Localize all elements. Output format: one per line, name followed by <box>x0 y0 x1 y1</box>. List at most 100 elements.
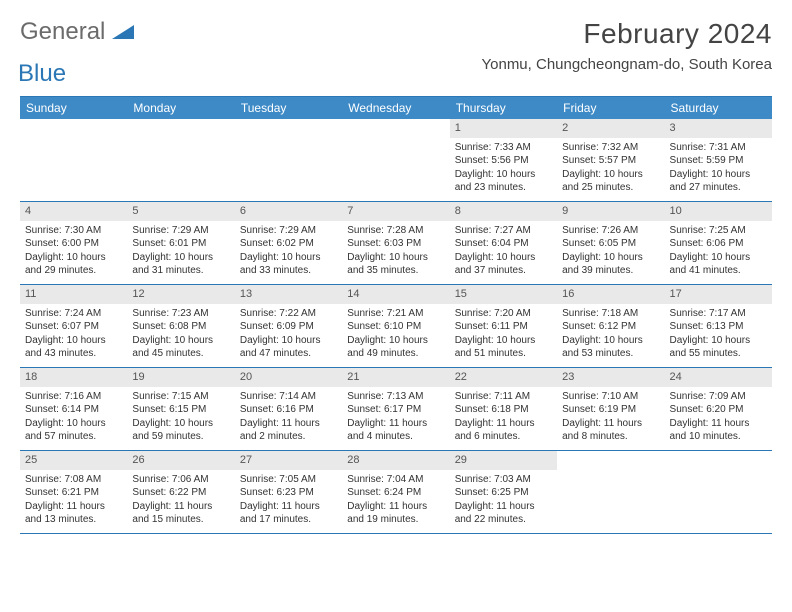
daylight-text: Daylight: 10 hours and 37 minutes. <box>455 251 552 278</box>
calendar-day: 21 Sunrise: 7:13 AMSunset: 6:17 PMDayligh… <box>342 368 449 450</box>
sunset-text: Sunset: 6:19 PM <box>562 403 659 417</box>
sunrise-text: Sunrise: 7:28 AM <box>347 224 444 238</box>
day-number: 2 <box>562 122 568 134</box>
calendar-day: 16Sunrise: 7:18 AMSunset: 6:12 PMDayligh… <box>557 285 664 367</box>
day-number: 29 <box>455 454 467 466</box>
calendar-week: 1Sunrise: 7:33 AMSunset: 5:56 PMDaylight… <box>20 119 772 202</box>
calendar-day: 4Sunrise: 7:30 AMSunset: 6:00 PMDaylight… <box>20 202 127 284</box>
sunrise-text: Sunrise: 7:16 AM <box>25 390 122 404</box>
calendar-week: 25Sunrise: 7:08 AMSunset: 6:21 PMDayligh… <box>20 451 772 534</box>
daylight-text: Daylight: 10 hours and 33 minutes. <box>240 251 337 278</box>
daylight-text: Daylight: 10 hours and 49 minutes. <box>347 334 444 361</box>
calendar-day: 2Sunrise: 7:32 AMSunset: 5:57 PMDaylight… <box>557 119 664 201</box>
sunset-text: Sunset: 6:15 PM <box>132 403 229 417</box>
sunset-text: Sunset: 5:56 PM <box>455 154 552 168</box>
calendar-day: 13Sunrise: 7:22 AMSunset: 6:09 PMDayligh… <box>235 285 342 367</box>
day-number: 8 <box>455 205 461 217</box>
daylight-text: Daylight: 10 hours and 45 minutes. <box>132 334 229 361</box>
dow-sunday: Sunday <box>20 97 127 119</box>
sunset-text: Sunset: 6:10 PM <box>347 320 444 334</box>
day-number-row: 28 <box>342 451 449 470</box>
sunset-text: Sunset: 6:22 PM <box>132 486 229 500</box>
day-number-row: 7 <box>342 202 449 221</box>
calendar-day: 24 Sunrise: 7:09 AMSunset: 6:20 PMDayligh… <box>665 368 772 450</box>
sunset-text: Sunset: 5:59 PM <box>670 154 767 168</box>
calendar-day: 15Sunrise: 7:20 AMSunset: 6:11 PMDayligh… <box>450 285 557 367</box>
day-number-row: 21 <box>342 368 449 387</box>
daylight-text: Daylight: 11 hours and 6 minutes. <box>455 417 552 444</box>
sunrise-text: Sunrise: 7:29 AM <box>132 224 229 238</box>
sunset-text: Sunset: 6:20 PM <box>670 403 767 417</box>
calendar-day: 14Sunrise: 7:21 AMSunset: 6:10 PMDayligh… <box>342 285 449 367</box>
calendar-body: 1Sunrise: 7:33 AMSunset: 5:56 PMDaylight… <box>20 119 772 534</box>
calendar-day: 3Sunrise: 7:31 AMSunset: 5:59 PMDaylight… <box>665 119 772 201</box>
sunrise-text: Sunrise: 7:09 AM <box>670 390 767 404</box>
daylight-text: Daylight: 11 hours and 2 minutes. <box>240 417 337 444</box>
daylight-text: Daylight: 10 hours and 39 minutes. <box>562 251 659 278</box>
calendar-day: 28Sunrise: 7:04 AMSunset: 6:24 PMDayligh… <box>342 451 449 533</box>
sunset-text: Sunset: 6:01 PM <box>132 237 229 251</box>
daylight-text: Daylight: 10 hours and 47 minutes. <box>240 334 337 361</box>
day-number: 16 <box>562 288 574 300</box>
day-number-row: 9 <box>557 202 664 221</box>
daylight-text: Daylight: 10 hours and 25 minutes. <box>562 168 659 195</box>
brand-part2: Blue <box>18 60 134 88</box>
sunset-text: Sunset: 6:06 PM <box>670 237 767 251</box>
sunset-text: Sunset: 6:03 PM <box>347 237 444 251</box>
calendar-day <box>20 119 127 201</box>
calendar-day <box>557 451 664 533</box>
calendar-day: 22Sunrise: 7:11 AMSunset: 6:18 PMDayligh… <box>450 368 557 450</box>
dow-friday: Friday <box>557 97 664 119</box>
day-number-row: 1 <box>450 119 557 138</box>
day-number: 3 <box>670 122 676 134</box>
sunrise-text: Sunrise: 7:14 AM <box>240 390 337 404</box>
day-number-row: 17 <box>665 285 772 304</box>
calendar-day: 18Sunrise: 7:16 AMSunset: 6:14 PMDayligh… <box>20 368 127 450</box>
sunrise-text: Sunrise: 7:20 AM <box>455 307 552 321</box>
daylight-text: Daylight: 11 hours and 15 minutes. <box>132 500 229 527</box>
brand-part1: General <box>20 18 105 45</box>
day-number-row: 27 <box>235 451 342 470</box>
daylight-text: Daylight: 11 hours and 19 minutes. <box>347 500 444 527</box>
page-header: General Blue February 2024 Yonmu, Chungc… <box>20 18 772 88</box>
day-number-row <box>235 119 342 123</box>
calendar-day <box>342 119 449 201</box>
sunset-text: Sunset: 6:11 PM <box>455 320 552 334</box>
location-subtitle: Yonmu, Chungcheongnam-do, South Korea <box>482 56 773 73</box>
sunset-text: Sunset: 6:17 PM <box>347 403 444 417</box>
day-number: 21 <box>347 371 359 383</box>
day-number-row <box>665 451 772 455</box>
daylight-text: Daylight: 10 hours and 35 minutes. <box>347 251 444 278</box>
sunrise-text: Sunrise: 7:17 AM <box>670 307 767 321</box>
calendar-day: 6Sunrise: 7:29 AMSunset: 6:02 PMDaylight… <box>235 202 342 284</box>
daylight-text: Daylight: 11 hours and 4 minutes. <box>347 417 444 444</box>
day-number-row: 29 <box>450 451 557 470</box>
calendar-week: 18Sunrise: 7:16 AMSunset: 6:14 PMDayligh… <box>20 368 772 451</box>
day-number: 24 <box>670 371 682 383</box>
day-number-row: 26 <box>127 451 234 470</box>
daylight-text: Daylight: 11 hours and 8 minutes. <box>562 417 659 444</box>
sunset-text: Sunset: 6:18 PM <box>455 403 552 417</box>
calendar-day: 12Sunrise: 7:23 AMSunset: 6:08 PMDayligh… <box>127 285 234 367</box>
daylight-text: Daylight: 11 hours and 10 minutes. <box>670 417 767 444</box>
calendar-day: 10Sunrise: 7:25 AMSunset: 6:06 PMDayligh… <box>665 202 772 284</box>
day-number: 9 <box>562 205 568 217</box>
day-number: 23 <box>562 371 574 383</box>
sunset-text: Sunset: 6:04 PM <box>455 237 552 251</box>
sunrise-text: Sunrise: 7:13 AM <box>347 390 444 404</box>
sunrise-text: Sunrise: 7:25 AM <box>670 224 767 238</box>
sunset-text: Sunset: 6:09 PM <box>240 320 337 334</box>
sunrise-text: Sunrise: 7:30 AM <box>25 224 122 238</box>
daylight-text: Daylight: 10 hours and 29 minutes. <box>25 251 122 278</box>
day-number-row <box>557 451 664 455</box>
day-number: 11 <box>25 288 36 300</box>
sunrise-text: Sunrise: 7:27 AM <box>455 224 552 238</box>
sunrise-text: Sunrise: 7:29 AM <box>240 224 337 238</box>
sunrise-text: Sunrise: 7:05 AM <box>240 473 337 487</box>
daylight-text: Daylight: 10 hours and 59 minutes. <box>132 417 229 444</box>
sunrise-text: Sunrise: 7:21 AM <box>347 307 444 321</box>
daylight-text: Daylight: 10 hours and 51 minutes. <box>455 334 552 361</box>
day-number: 12 <box>132 288 144 300</box>
calendar-day: 1Sunrise: 7:33 AMSunset: 5:56 PMDaylight… <box>450 119 557 201</box>
sunrise-text: Sunrise: 7:15 AM <box>132 390 229 404</box>
